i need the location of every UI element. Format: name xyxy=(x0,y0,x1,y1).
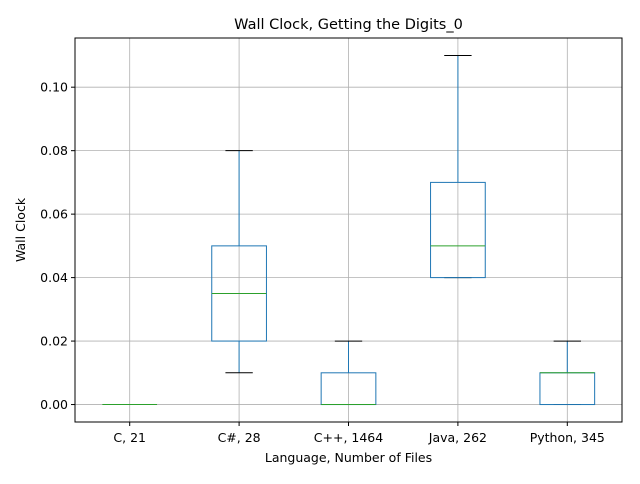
x-tick-label: C++, 1464 xyxy=(314,430,383,445)
y-tick-label: 0.04 xyxy=(40,270,68,285)
x-tick-label: C#, 28 xyxy=(218,430,261,445)
y-tick-label: 0.02 xyxy=(40,334,68,349)
x-axis-label: Language, Number of Files xyxy=(265,450,432,465)
x-tick-label: Java, 262 xyxy=(428,430,487,445)
y-axis-label: Wall Clock xyxy=(13,197,28,262)
x-tick-label: Python, 345 xyxy=(530,430,605,445)
y-tick-label: 0.06 xyxy=(40,207,68,222)
y-tick-label: 0.00 xyxy=(40,397,68,412)
tick-layer: 0.00 0.02 0.04 0.06 0.08 0.10 C, 21 C#, 28 C++, … xyxy=(40,80,605,445)
box-layer xyxy=(102,54,596,406)
box-iqr xyxy=(430,181,486,279)
x-tick-label: C, 21 xyxy=(113,430,146,445)
y-tick-label: 0.08 xyxy=(40,143,68,158)
chart-title: Wall Clock, Getting the Digits_0 xyxy=(234,17,463,33)
y-tick-label: 0.10 xyxy=(40,80,68,95)
